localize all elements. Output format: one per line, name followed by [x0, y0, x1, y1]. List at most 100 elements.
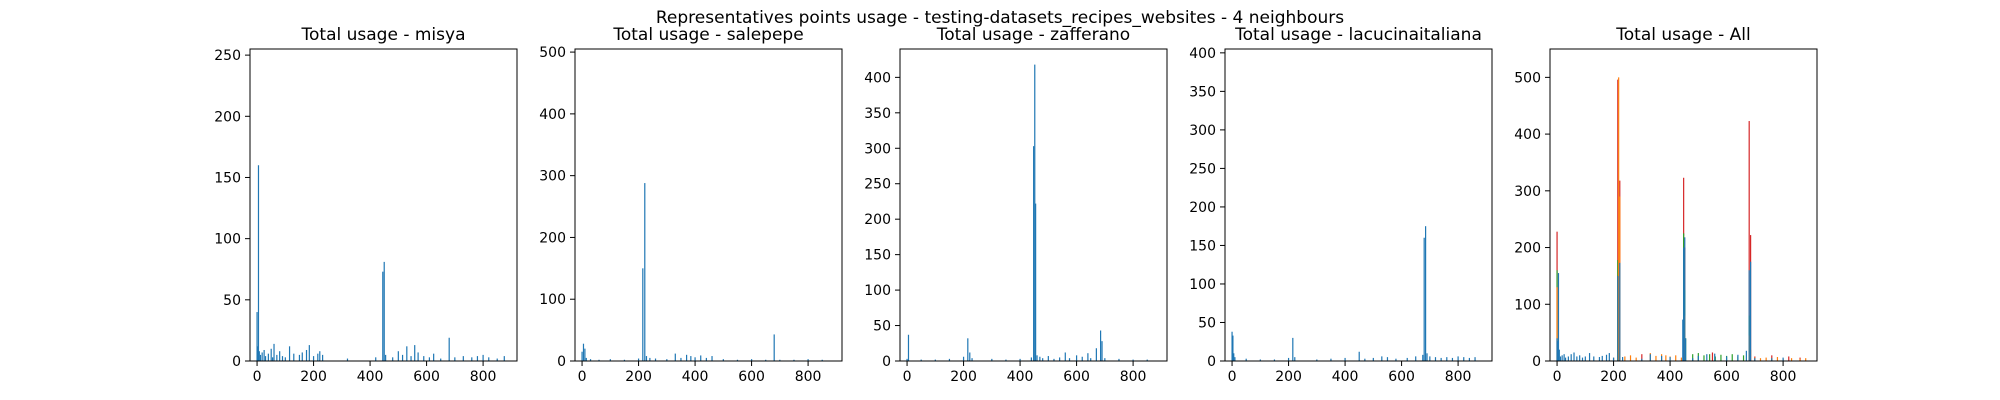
- bar: [1669, 357, 1671, 361]
- y-tick-label: 500: [1514, 70, 1541, 86]
- bar: [962, 356, 965, 361]
- bar: [1737, 354, 1739, 361]
- x-tick-label: 600: [413, 369, 440, 385]
- bar: [1709, 354, 1711, 361]
- bar: [281, 356, 284, 361]
- bar: [793, 359, 795, 361]
- bar: [1570, 354, 1572, 361]
- bar: [967, 338, 969, 361]
- subplot-title: Total usage - zafferano: [936, 25, 1130, 45]
- bar: [1720, 354, 1722, 361]
- bar: [694, 357, 696, 361]
- subplot-5: 0 200 400 600 800 0 100 200 300 400 500 Total usage…: [1514, 25, 1818, 385]
- y-tick-label: 0: [1532, 354, 1541, 370]
- bar: [722, 359, 724, 361]
- y-tick-label: 300: [1514, 184, 1541, 200]
- bar: [690, 356, 692, 361]
- bar: [257, 165, 260, 361]
- x-tick-label: 800: [470, 369, 497, 385]
- bar: [1104, 358, 1106, 361]
- axes-frame: [899, 48, 1168, 362]
- bar: [496, 358, 498, 361]
- bar: [1692, 354, 1694, 361]
- bar: [1790, 358, 1793, 361]
- bar: [1381, 356, 1383, 361]
- bar: [1697, 355, 1699, 361]
- x-tick-label: 800: [1770, 369, 1797, 385]
- bar: [301, 352, 303, 361]
- subplot-4: 0 200 400 600 800 0 50 100 150 200 250 300 350 400 Tot…: [1189, 25, 1493, 385]
- bar: [1132, 359, 1134, 361]
- bar: [589, 359, 592, 361]
- bar: [1406, 357, 1408, 361]
- bar: [1064, 352, 1066, 361]
- subplot-title: Total usage - lacucinaitaliana: [1234, 25, 1482, 45]
- bar: [1641, 354, 1643, 361]
- y-tick-label: 100: [214, 232, 241, 248]
- x-tick-label: 200: [1275, 369, 1302, 385]
- bar: [503, 356, 505, 361]
- bar: [1415, 356, 1417, 361]
- y-tick-label: 300: [1189, 123, 1216, 139]
- bar: [700, 355, 702, 361]
- bar: [1629, 355, 1632, 361]
- bar: [807, 359, 809, 361]
- bar: [1273, 359, 1276, 361]
- bar: [1316, 359, 1318, 361]
- bar: [279, 351, 281, 361]
- bar: [934, 359, 936, 361]
- bar: [1559, 356, 1562, 361]
- bar: [1451, 357, 1454, 361]
- y-tick-label: 50: [1198, 315, 1216, 331]
- bar: [821, 359, 823, 361]
- bar: [686, 354, 688, 361]
- bar: [1232, 335, 1234, 361]
- bar: [1563, 354, 1565, 361]
- bar: [991, 358, 993, 361]
- x-tick-label: 200: [1600, 369, 1627, 385]
- y-tick-label: 250: [214, 48, 241, 64]
- bar: [462, 356, 464, 361]
- bar: [585, 357, 587, 361]
- bar: [1047, 356, 1049, 361]
- bar: [382, 271, 384, 361]
- series-blue: [256, 165, 505, 361]
- bar: [1330, 358, 1332, 361]
- y-tick-label: 500: [539, 45, 566, 61]
- bar: [1033, 146, 1035, 361]
- bar: [256, 312, 258, 361]
- bar: [471, 357, 473, 361]
- bar: [1087, 353, 1089, 361]
- bar: [1617, 275, 1619, 361]
- series-blue: [1556, 237, 1784, 361]
- bar: [1463, 357, 1465, 361]
- bar: [1118, 358, 1120, 361]
- y-tick-label: 100: [1514, 297, 1541, 313]
- x-tick-label: 600: [1713, 369, 1740, 385]
- bar: [1231, 331, 1233, 361]
- series-blue: [581, 183, 823, 361]
- bar: [288, 346, 291, 361]
- bar: [298, 354, 301, 361]
- bar: [1344, 357, 1346, 361]
- y-tick-label: 200: [539, 230, 566, 246]
- x-tick-label: 0: [1553, 369, 1562, 385]
- y-tick-label: 50: [223, 293, 241, 309]
- bar: [1005, 359, 1007, 361]
- bar: [1641, 358, 1643, 361]
- bar: [1612, 357, 1615, 361]
- bar: [1683, 247, 1685, 361]
- x-tick-label: 0: [253, 369, 262, 385]
- bar: [1075, 355, 1078, 361]
- bar: [1588, 353, 1591, 361]
- bar: [319, 351, 321, 361]
- bar: [1576, 356, 1578, 361]
- bar: [476, 356, 479, 361]
- bar: [1745, 350, 1747, 361]
- x-tick-label: 600: [1388, 369, 1415, 385]
- bar: [711, 356, 713, 361]
- bar: [582, 343, 585, 361]
- bar: [1561, 355, 1563, 361]
- bar: [1287, 357, 1290, 361]
- bar: [1425, 226, 1427, 361]
